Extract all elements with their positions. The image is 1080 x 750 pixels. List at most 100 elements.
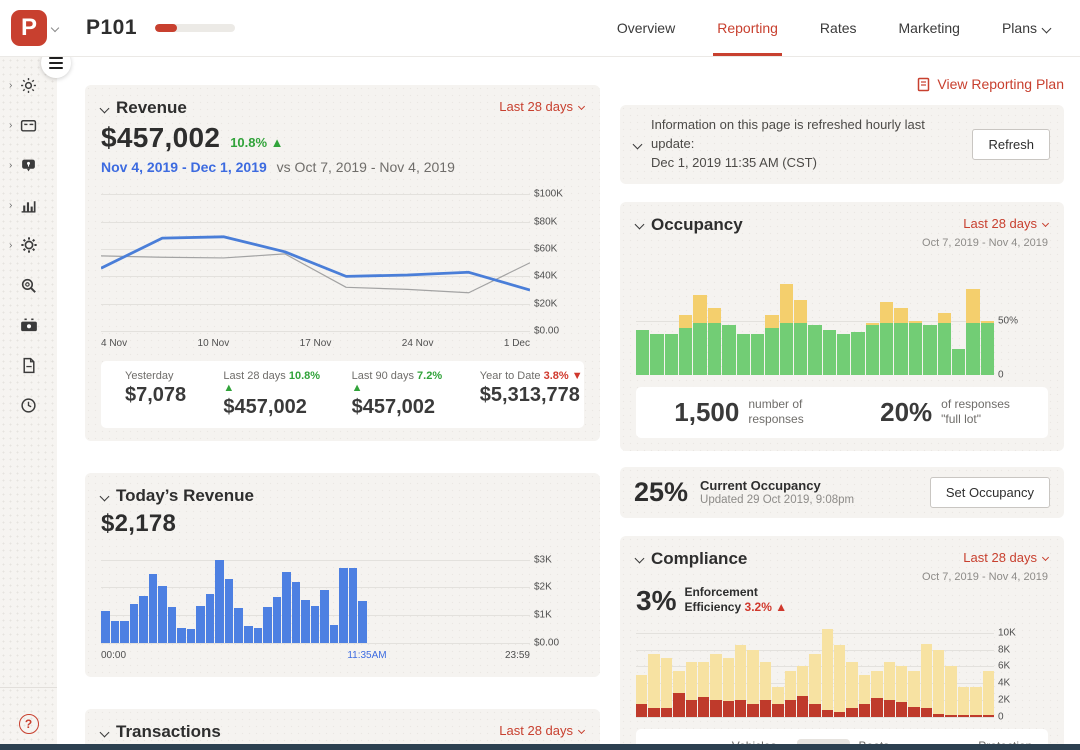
sidebar-item-location[interactable]: › [0,145,57,185]
refresh-info-box: Information on this page is refreshed ho… [620,105,1064,184]
compliance-title: Compliance [651,548,748,568]
setup-progress-bar [155,24,236,32]
enforcement-efficiency-delta: 3.2% ▲ [744,600,788,615]
caret-down-icon [1041,219,1050,227]
caret-down-icon [1041,553,1050,561]
main-content: Revenue Last 28 days $457,002 10.8% ▲ No… [57,57,1080,750]
todays-revenue-bar-chart: $3K $2K $1K $0.00 [101,550,559,649]
reporting-plan-document-icon [918,77,930,91]
sidebar-item-documents[interactable] [0,345,57,385]
account-card-icon [20,119,37,132]
transactions-range-dropdown[interactable]: Last 28 days [499,723,586,738]
collapse-chevron-icon[interactable] [99,491,110,501]
revenue-line-chart: $100K $80K $60K $40K $20K $0.00 [101,189,563,337]
revenue-card: Revenue Last 28 days $457,002 10.8% ▲ No… [85,85,600,441]
stat-last-90-days: Last 90 days 7.2% ▲ $457,002 [351,370,443,418]
refresh-info-line2: Dec 1, 2019 11:35 AM (CST) [651,154,817,170]
nav-rates[interactable]: Rates [819,20,857,36]
revenue-period-current[interactable]: Nov 4, 2019 - Dec 1, 2019 [101,159,267,175]
main-nav: Overview Reporting Rates Marketing Plans [617,0,1080,56]
revenue-stats-row: Yesterday $7,078 Last 28 days 10.8% ▲ $4… [101,361,584,428]
current-occupancy-value: 25% [634,476,689,507]
sidebar-item-settings[interactable]: › [0,225,57,265]
history-clock-icon [21,397,36,413]
collapse-chevron-icon[interactable] [634,553,645,564]
revenue-period-compare: vs Oct 7, 2019 - Nov 4, 2019 [276,159,455,175]
left-sidebar: › › › › › ? [0,48,71,750]
progress-fill [155,24,177,32]
camera-icon [20,318,37,331]
collapse-chevron-icon[interactable] [634,219,645,230]
nav-marketing[interactable]: Marketing [898,20,960,36]
bar-chart-icon [21,200,36,213]
current-occupancy-title: Current Occupancy [700,478,821,494]
sidebar-divider [0,687,57,688]
caret-down-icon [577,726,586,735]
compliance-stacked-bar-chart: 10K 8K 6K 4K 2K 0 [636,625,1016,722]
compliance-compare-period: Oct 7, 2019 - Nov 4, 2019 [922,570,1048,583]
enforcement-efficiency-value: 3% [636,584,677,616]
logo-chevron-down-icon[interactable] [50,23,60,33]
todays-revenue-x-axis: 00:00 11:35AM 23:59 [101,650,530,661]
brand-logo[interactable]: P [11,10,47,46]
revenue-amount: $457,002 [101,122,221,153]
help-icon: ? [18,714,39,734]
viewport-bottom-edge [0,744,1080,750]
expand-chevron-icon: › [9,239,13,251]
top-header: P P101 Overview Reporting Rates Marketin… [0,0,1080,57]
nav-plans[interactable]: Plans [1002,0,1052,56]
todays-revenue-card: Today’s Revenue $2,178 $3K $2K $1K $0.00 00… [85,473,600,677]
compliance-range-dropdown[interactable]: Last 28 days [963,550,1050,565]
plans-chevron-down-icon [1041,23,1052,33]
help-button[interactable]: ? [0,714,57,734]
nav-overview[interactable]: Overview [616,20,676,36]
full-lot-percentage-stat: 20% of responses "full lot" [880,396,1010,427]
transactions-title: Transactions [116,722,221,741]
sidebar-item-reports[interactable]: › [0,185,57,225]
stat-year-to-date: Year to Date 3.8% ▼ $5,313,778 [479,370,583,406]
expand-chevron-icon: › [9,199,13,211]
todays-revenue-title: Today’s Revenue [116,486,254,505]
brightness-icon [21,77,36,93]
stat-last-28-days: Last 28 days 10.8% ▲ $457,002 [223,370,321,418]
location-bubble-icon [22,159,35,171]
settings-gear-icon [20,237,37,253]
nav-reporting[interactable]: Reporting [713,0,782,56]
property-title: P101 [86,16,138,39]
compliance-card: Compliance Last 28 days Oct 7, 2019 - No… [620,535,1064,750]
collapse-chevron-icon[interactable] [632,139,643,150]
enforcement-efficiency-label: Enforcement Efficiency 3.2% ▲ [684,584,788,615]
revenue-x-axis: 4 Nov 10 Nov 17 Nov 24 Nov 1 Dec [101,338,530,349]
occupancy-card: Occupancy Last 28 days Oct 7, 2019 - Nov… [620,201,1064,451]
expand-chevron-icon: › [9,119,13,131]
occupancy-range-dropdown[interactable]: Last 28 days [963,216,1050,231]
collapse-chevron-icon[interactable] [99,103,110,113]
collapse-chevron-icon[interactable] [99,727,110,737]
revenue-delta: 10.8% ▲ [230,135,284,150]
occupancy-compare-period: Oct 7, 2019 - Nov 4, 2019 [922,236,1048,249]
refresh-button[interactable]: Refresh [972,128,1050,160]
current-time-label: 11:35AM [347,650,387,661]
sidebar-item-brightness[interactable]: › [0,65,57,105]
expand-chevron-icon: › [9,159,13,171]
sidebar-item-history[interactable] [0,385,57,425]
stat-yesterday: Yesterday $7,078 [125,370,187,406]
expand-chevron-icon: › [9,79,13,91]
refresh-info-line1: Information on this page is refreshed ho… [651,117,925,151]
search-analytics-icon [21,278,36,293]
current-occupancy-bar: 25% Current Occupancy Updated 29 Oct 201… [620,466,1064,518]
revenue-range-dropdown[interactable]: Last 28 days [499,99,586,114]
revenue-title: Revenue [116,98,187,117]
set-occupancy-button[interactable]: Set Occupancy [929,476,1050,508]
sidebar-item-search[interactable] [0,265,57,305]
responses-count-stat: 1,500 number of responses [674,396,804,427]
current-occupancy-updated: Updated 29 Oct 2019, 9:08pm [700,494,855,507]
occupancy-title: Occupancy [651,214,743,234]
sidebar-item-account-card[interactable]: › [0,105,57,145]
caret-down-icon [577,102,586,111]
document-icon [22,357,35,373]
sidebar-item-camera[interactable] [0,305,57,345]
todays-revenue-amount: $2,178 [101,510,177,537]
view-reporting-plan-link[interactable]: View Reporting Plan [620,76,1064,92]
occupancy-stacked-bar-chart: 50% 0 [636,263,1018,380]
